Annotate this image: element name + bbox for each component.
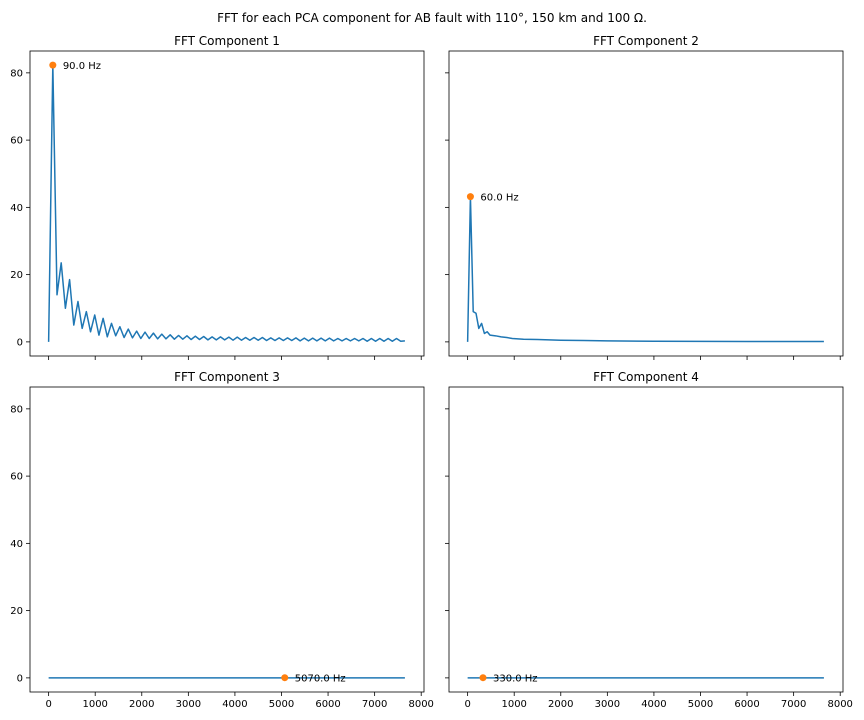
y-tick-label: 0 [17,337,23,348]
x-tick-label: 4000 [641,699,666,710]
subplot-title: FFT Component 2 [593,34,699,48]
x-tick-label: 5000 [269,699,294,710]
peak-marker [281,674,289,682]
x-tick-label: 2000 [129,699,154,710]
y-tick-label: 20 [10,606,23,617]
y-tick-label: 40 [10,539,23,550]
x-tick-label: 6000 [734,699,759,710]
x-tick-label: 7000 [362,699,387,710]
peak-label: 330.0 Hz [493,674,538,685]
axes-frame [29,50,425,357]
peak-label: 90.0 Hz [63,61,101,72]
y-tick-label: 60 [10,472,23,483]
y-tick-label: 40 [10,203,23,214]
peak-marker [49,61,57,69]
y-tick-label: 20 [10,270,23,281]
subplot-title: FFT Component 4 [593,370,699,384]
y-tick-label: 60 [10,136,23,147]
fft-series-line [47,64,405,342]
x-tick-label: 6000 [315,699,340,710]
peak-label: 5070.0 Hz [295,674,346,685]
axes-frame [448,50,844,357]
x-tick-label: 3000 [595,699,620,710]
y-tick-label: 80 [10,404,23,415]
x-tick-label: 7000 [781,699,806,710]
peak-marker [466,193,474,201]
y-tick-label: 80 [10,68,23,79]
subplot-4: FFT Component 4 330.0 Hz 0 1000 2000 3000 4000… [445,370,853,710]
x-tick-label: 8000 [827,699,852,710]
peak-marker [479,674,487,682]
axes-frame [29,386,425,693]
x-tick-label: 4000 [222,699,247,710]
subplot-title: FFT Component 3 [174,370,280,384]
subplot-title: FFT Component 1 [174,34,280,48]
subplot-1: FFT Component 1 90.0 Hz 0 20 40 60 80 [10,34,425,360]
x-tick-label: 3000 [176,699,201,710]
subplot-2: FFT Component 2 60.0 Hz [445,34,844,360]
x-tick-label: 1000 [82,699,107,710]
figure-title: FFT for each PCA component for AB fault … [217,11,647,25]
x-tick-label: 8000 [408,699,433,710]
x-tick-label: 0 [464,699,470,710]
x-tick-label: 2000 [548,699,573,710]
x-tick-label: 5000 [688,699,713,710]
x-tick-label: 0 [45,699,51,710]
fft-series-line [466,195,824,343]
peak-label: 60.0 Hz [480,193,518,204]
axes-frame [448,386,844,693]
x-tick-label: 1000 [501,699,526,710]
y-tick-label: 0 [17,673,23,684]
